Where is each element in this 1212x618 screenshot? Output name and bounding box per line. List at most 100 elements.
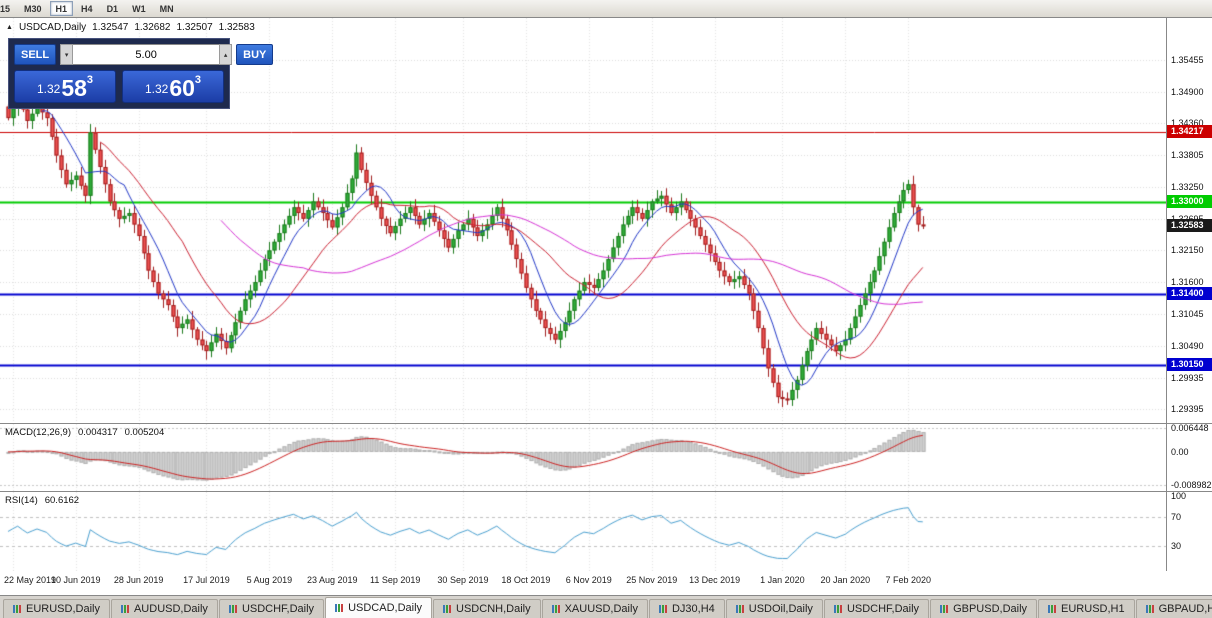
macd-chart[interactable] — [0, 424, 1166, 491]
tab-label: USDCNH,Daily — [456, 603, 531, 615]
tab-xauusd-daily[interactable]: XAUUSD,Daily — [541, 599, 648, 618]
price-scale[interactable]: 1.354551.349001.343601.338051.332501.326… — [1166, 18, 1212, 423]
price-tick-label: 1.31045 — [1171, 308, 1204, 319]
rsi-chart[interactable] — [0, 492, 1166, 571]
ohlc-low: 1.32507 — [176, 22, 213, 33]
tab-eurusd-h1[interactable]: EURUSD,H1 — [1038, 599, 1135, 618]
buy-price-pips: 60 — [169, 75, 195, 102]
volume-down-button[interactable]: ▾ — [60, 44, 74, 65]
level-price-tag: 1.31400 — [1167, 286, 1212, 300]
chart-tab-bar: EURUSD,Daily AUDUSD,Daily USDCHF,Daily USDC… — [0, 596, 1212, 618]
volume-up-button[interactable]: ▴ — [219, 44, 233, 65]
buy-button[interactable]: BUY — [236, 44, 274, 65]
tab-usdchf-daily[interactable]: USDCHF,Daily — [823, 599, 930, 618]
tab-label: DJ30,H4 — [671, 603, 715, 615]
sell-price-button[interactable]: 1.32 58 3 — [14, 70, 116, 103]
tab-usdcad-daily[interactable]: USDCAD,Daily — [325, 597, 433, 618]
tab-usdcnh-daily[interactable]: USDCNH,Daily — [433, 599, 541, 618]
level-price-tag: 1.33000 — [1167, 194, 1212, 208]
rsi-tick-label: 30 — [1171, 540, 1182, 551]
chart-icon — [940, 605, 950, 613]
tab-usdchf-daily[interactable]: USDCHF,Daily — [218, 599, 325, 618]
date-label: 10 Jun 2019 — [50, 575, 101, 585]
price-tick-label: 1.34360 — [1171, 118, 1204, 129]
timeframe-mn-button[interactable]: MN — [154, 1, 180, 16]
macd-tick-label: 0.00 — [1171, 446, 1189, 457]
chart-icon — [551, 605, 561, 613]
tab-dj30-h4[interactable]: DJ30,H4 — [648, 599, 725, 618]
sell-price-pipette: 3 — [86, 74, 94, 86]
tab-label: USDOil,Daily — [748, 603, 813, 615]
ohlc-close: 1.32583 — [218, 22, 255, 33]
tab-gbpaud-h1[interactable]: GBPAUD,H1 — [1135, 599, 1212, 618]
price-tick-label: 1.29935 — [1171, 372, 1204, 383]
date-label: 22 May 2019 — [4, 575, 57, 585]
chart-header: ▲ USDCAD,Daily 1.32547 1.32682 1.32507 1… — [6, 22, 255, 33]
chart-icon — [228, 605, 238, 613]
chart-symbol: USDCAD,Daily — [18, 22, 87, 33]
price-tick-label: 1.34900 — [1171, 87, 1204, 98]
level-price-tag: 1.30150 — [1167, 358, 1212, 372]
chart-marker-icon: ▲ — [6, 24, 13, 31]
rsi-tick-label: 100 — [1171, 490, 1187, 501]
rsi-tick-label: 70 — [1171, 512, 1182, 523]
date-label: 11 Sep 2019 — [369, 575, 421, 585]
chart-window: 1.354551.349001.343601.338051.332501.326… — [0, 17, 1212, 596]
date-label: 20 Jan 2020 — [820, 575, 871, 585]
price-tick-label: 1.31600 — [1171, 277, 1204, 288]
ohlc-high: 1.32682 — [134, 22, 171, 33]
tab-gbpusd-daily[interactable]: GBPUSD,Daily — [930, 599, 1038, 618]
timeframe-m30-button[interactable]: M30 — [18, 1, 48, 16]
timeframe-h1-button[interactable]: H1 — [49, 1, 74, 16]
chart-icon — [120, 605, 130, 613]
timeframe-toolbar: 15 M30 H1 H4 D1 W1 MN — [0, 0, 1212, 17]
timeframe-w1-button[interactable]: W1 — [126, 1, 152, 16]
macd-value-signal: 0.005204 — [124, 427, 165, 438]
tab-label: USDCAD,Daily — [348, 602, 423, 614]
price-tick-label: 1.29395 — [1171, 403, 1204, 414]
sell-price-base: 1.32 — [36, 82, 61, 96]
timeframe-15-button[interactable]: 15 — [0, 1, 16, 16]
date-label: 13 Dec 2019 — [689, 575, 741, 585]
macd-pane: 0.006448 0.00 -0.008982 MACD(12,26,9) 0.00… — [0, 422, 1212, 491]
buy-price-button[interactable]: 1.32 60 3 — [122, 70, 224, 103]
macd-tick-label: -0.008982 — [1171, 480, 1212, 491]
price-pane: 1.354551.349001.343601.338051.332501.326… — [0, 18, 1212, 423]
rsi-value: 60.6162 — [44, 495, 80, 506]
date-label: 6 Nov 2019 — [565, 575, 612, 585]
macd-tick-label: 0.006448 — [1171, 422, 1209, 433]
rsi-pane: 100 70 30 RSI(14) 60.6162 — [0, 490, 1212, 571]
macd-scale: 0.006448 0.00 -0.008982 — [1166, 422, 1212, 491]
time-axis[interactable]: 22 May 2019 10 Jun 2019 28 Jun 2019 17 Jul … — [0, 571, 1212, 595]
rsi-name: RSI(14) — [5, 495, 38, 506]
chart-icon — [1048, 605, 1058, 613]
tab-label: GBPUSD,Daily — [953, 603, 1028, 615]
buy-price-base: 1.32 — [144, 82, 169, 96]
chart-icon — [735, 605, 745, 613]
sell-button[interactable]: SELL — [14, 44, 57, 65]
timeframe-h4-button[interactable]: H4 — [75, 1, 99, 16]
volume-input[interactable] — [73, 44, 220, 65]
tab-label: EURUSD,Daily — [26, 603, 100, 615]
rsi-scale: 100 70 30 — [1166, 490, 1212, 571]
price-tick-label: 1.30490 — [1171, 340, 1204, 351]
sell-price-pips: 58 — [61, 75, 87, 102]
date-label: 1 Jan 2020 — [760, 575, 805, 585]
timeframe-d1-button[interactable]: D1 — [101, 1, 125, 16]
tab-audusd-daily[interactable]: AUDUSD,Daily — [110, 599, 218, 618]
buy-price-pipette: 3 — [194, 74, 202, 86]
date-label: 30 Sep 2019 — [437, 575, 489, 585]
pane-divider[interactable] — [0, 423, 1212, 424]
date-label: 25 Nov 2019 — [626, 575, 678, 585]
tab-label: EURUSD,H1 — [1061, 603, 1125, 615]
chart-icon — [658, 605, 668, 613]
date-label: 7 Feb 2020 — [885, 575, 932, 585]
level-price-tag: 1.34217 — [1167, 124, 1212, 138]
tab-usdoil-daily[interactable]: USDOil,Daily — [725, 599, 823, 618]
tab-eurusd-daily[interactable]: EURUSD,Daily — [3, 599, 110, 618]
chart-icon — [335, 604, 345, 612]
pane-divider[interactable] — [0, 491, 1212, 492]
macd-value-main: 0.004317 — [78, 427, 118, 438]
date-label: 28 Jun 2019 — [113, 575, 164, 585]
